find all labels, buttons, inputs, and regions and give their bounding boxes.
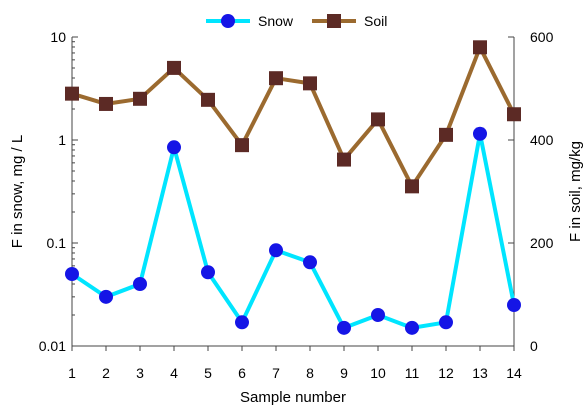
series-snow-point	[235, 315, 249, 330]
y-axis-left-title: F in snow, mg / L	[9, 135, 26, 248]
series-soil-point	[133, 91, 147, 106]
series-snow-point	[473, 126, 487, 141]
legend-label: Snow	[258, 13, 294, 29]
series-soil-point	[201, 92, 215, 107]
x-tick-label: 5	[204, 365, 212, 381]
y-right-tick-label: 400	[530, 132, 554, 148]
series-snow-point	[65, 267, 79, 282]
series-snow-point	[371, 307, 385, 322]
series-soil-point	[99, 96, 113, 111]
legend-swatch-marker	[221, 14, 235, 28]
y-right-tick-label: 600	[530, 29, 554, 45]
x-tick-label: 10	[370, 365, 386, 381]
y-right-tick-label: 0	[530, 338, 538, 354]
series-snow-point	[133, 276, 147, 291]
series-snow-point	[439, 315, 453, 330]
series-layer	[65, 40, 521, 335]
series-snow-point	[201, 265, 215, 280]
series-soil-point	[371, 112, 385, 127]
y-right-tick-label: 200	[530, 235, 554, 251]
x-tick-label: 12	[438, 365, 454, 381]
x-tick-label: 7	[272, 365, 280, 381]
x-tick-label: 11	[405, 365, 420, 381]
series-soil-point	[507, 107, 521, 122]
x-tick-label: 2	[102, 365, 110, 381]
x-tick-label: 4	[170, 365, 178, 381]
legend-item-snow: Snow	[206, 13, 294, 29]
series-snow-point	[269, 243, 283, 258]
series-snow-point	[405, 320, 419, 335]
x-tick-label: 8	[306, 365, 314, 381]
series-soil-point	[303, 76, 317, 91]
legend: Snow Soil	[206, 13, 387, 29]
series-snow-point	[337, 320, 351, 335]
series-soil-line	[71, 45, 516, 189]
y-left-tick-label: 0.01	[39, 338, 66, 354]
y-axis-right-title: F in soil, mg/kg	[567, 141, 584, 242]
x-tick-label: 9	[340, 365, 348, 381]
series-soil-point	[65, 86, 79, 101]
legend-swatch-marker	[327, 14, 341, 28]
series-snow-point	[507, 298, 521, 313]
series-snow	[65, 126, 521, 335]
series-soil-point	[167, 60, 181, 75]
axes: 1 2 3 4 5 6 7 8 9 10 11 12 13 140.010.11100200400600S…	[9, 29, 584, 406]
series-soil-point	[337, 152, 351, 167]
series-soil-point	[269, 71, 283, 86]
x-axis-title: Sample number	[240, 389, 346, 406]
y-left-tick-label: 10	[50, 29, 66, 45]
series-soil-point	[439, 127, 453, 142]
series-snow-point	[167, 140, 181, 155]
series-soil	[65, 40, 521, 194]
legend-label: Soil	[364, 13, 387, 29]
x-tick-label: 14	[506, 365, 522, 381]
x-tick-label: 1	[68, 365, 76, 381]
series-snow-point	[303, 255, 317, 270]
legend-item-soil: Soil	[312, 13, 387, 29]
series-snow-point	[99, 289, 113, 304]
x-tick-label: 13	[472, 365, 488, 381]
x-tick-label: 3	[136, 365, 144, 381]
series-soil-point	[405, 179, 419, 194]
series-soil-point	[473, 40, 487, 55]
x-tick-label: 6	[238, 365, 246, 381]
y-left-tick-label: 1	[58, 132, 66, 148]
y-left-tick-label: 0.1	[47, 235, 67, 251]
series-soil-point	[235, 138, 249, 153]
series-snow-line	[70, 131, 516, 330]
